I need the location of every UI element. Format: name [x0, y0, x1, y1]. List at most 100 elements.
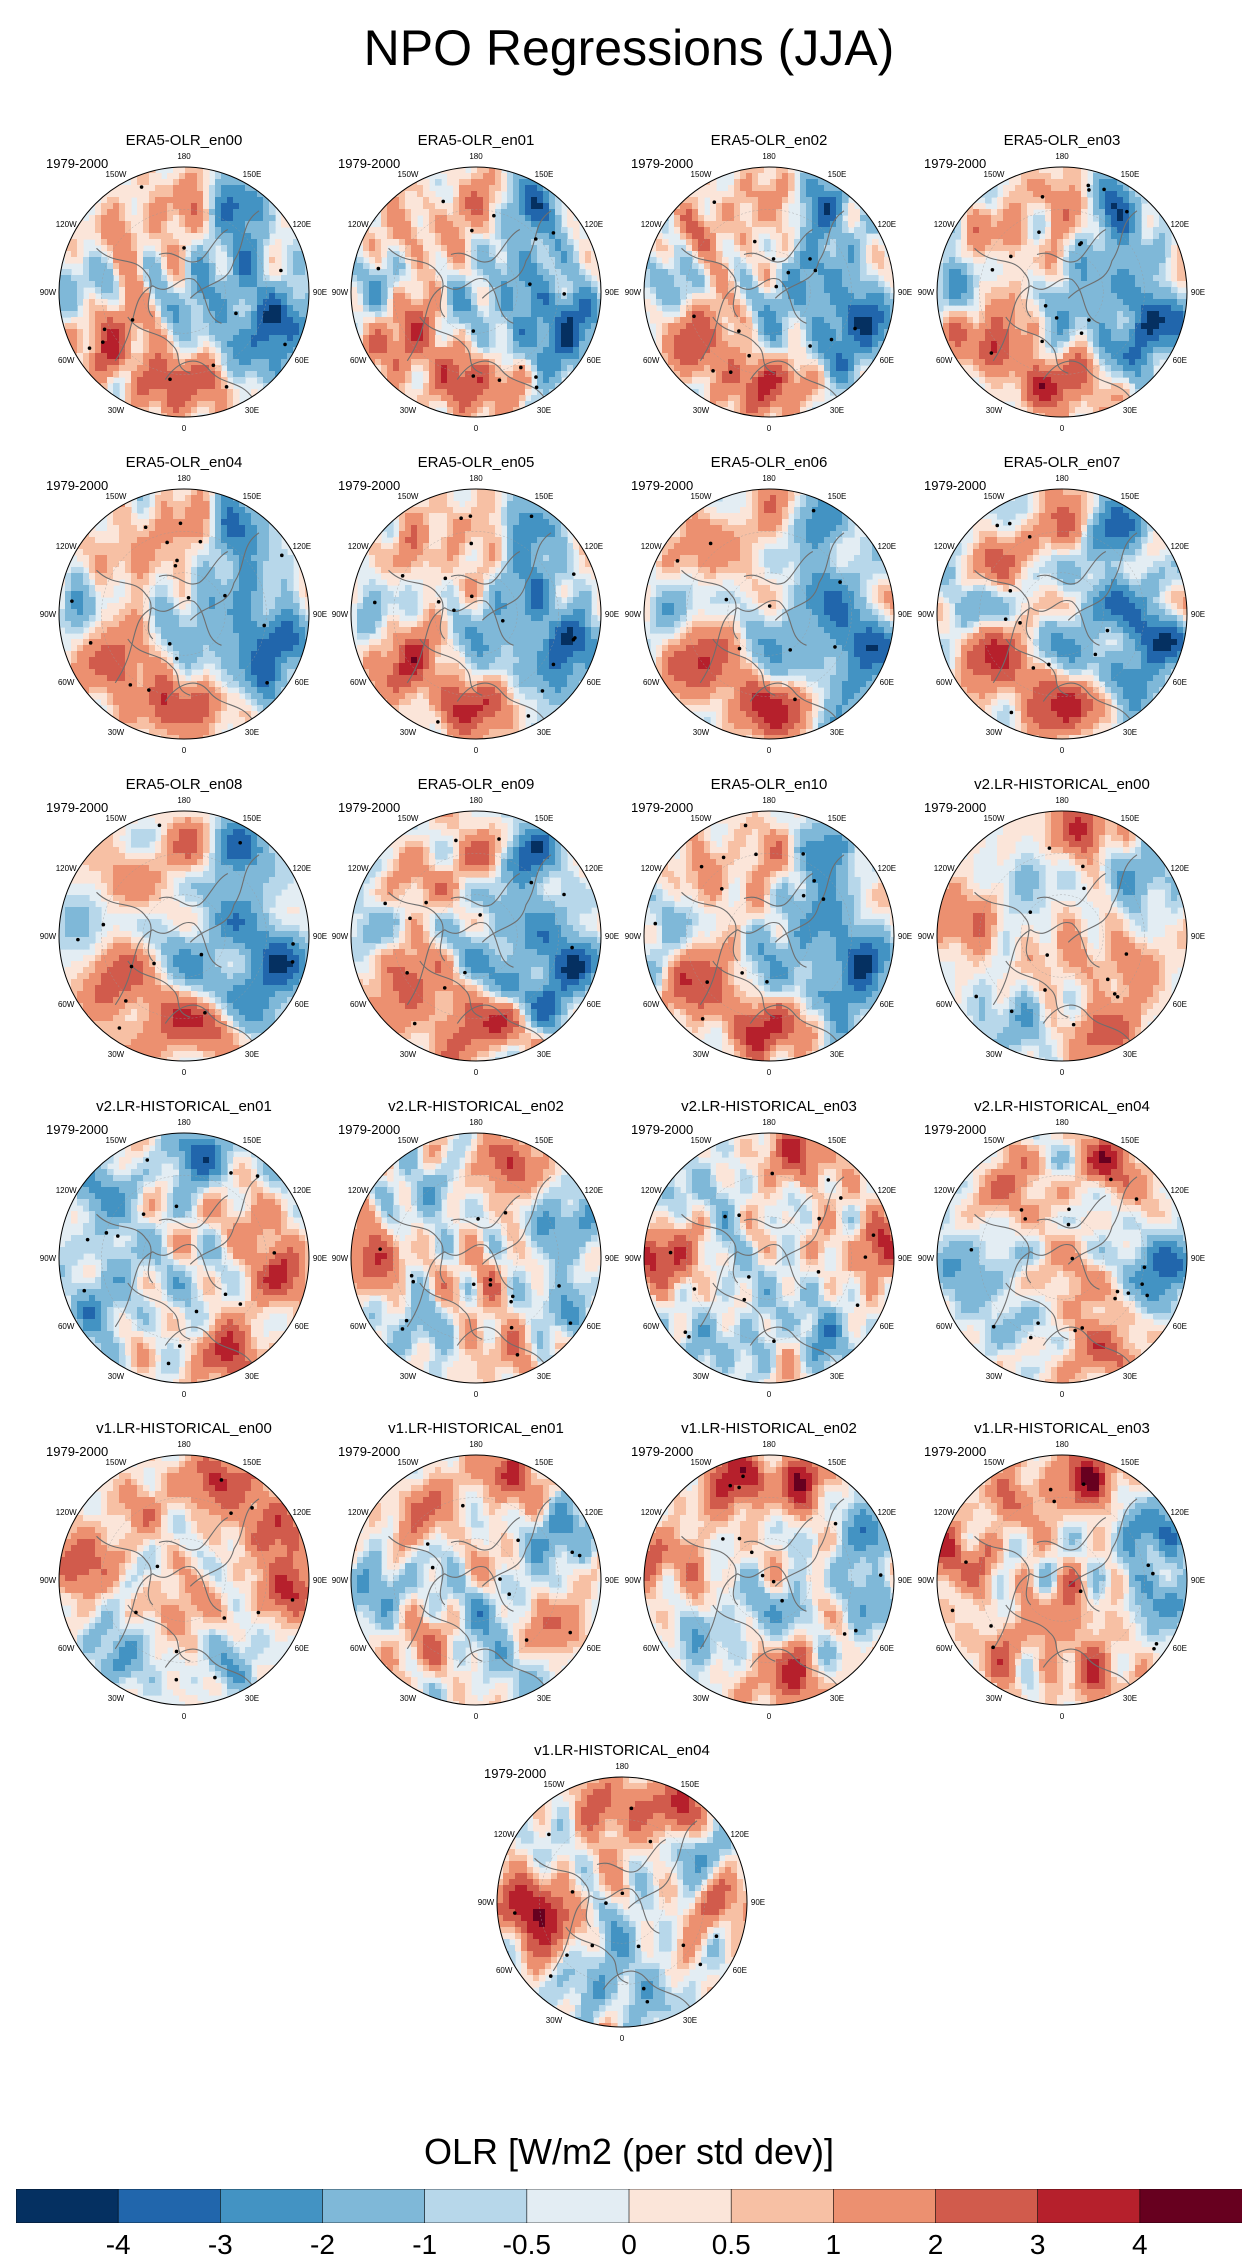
field-cell [269, 251, 276, 258]
field-cell [269, 263, 276, 270]
field-cell [680, 275, 687, 282]
field-cell [734, 191, 741, 198]
field-cell [507, 401, 514, 408]
field-cell [860, 227, 867, 234]
field-cell [221, 197, 228, 204]
field-cell [812, 203, 819, 210]
field-cell [405, 293, 412, 300]
field-cell [239, 269, 246, 276]
field-cell [251, 365, 258, 372]
field-cell [1033, 311, 1040, 318]
field-cell [215, 359, 222, 366]
field-cell [1063, 215, 1070, 222]
field-cell [818, 221, 825, 228]
field-cell [842, 281, 849, 288]
field-cell [417, 341, 424, 348]
field-cell [806, 233, 813, 240]
field-cell [537, 323, 544, 330]
field-cell [257, 341, 264, 348]
field-cell [752, 383, 759, 390]
field-cell [179, 275, 186, 282]
field-cell [710, 377, 717, 384]
significance-dot [562, 292, 567, 296]
field-cell [77, 233, 84, 240]
field-cell [884, 347, 891, 354]
field-cell [1015, 173, 1022, 180]
field-cell [221, 359, 228, 366]
field-cell [239, 215, 246, 222]
field-cell [453, 227, 460, 234]
field-cell [991, 317, 998, 324]
field-cell [531, 293, 538, 300]
field-cell [215, 287, 222, 294]
field-cell [1093, 215, 1100, 222]
field-cell [281, 347, 288, 354]
field-cell [161, 197, 168, 204]
field-cell [287, 275, 294, 282]
field-cell [239, 317, 246, 324]
field-cell [585, 293, 592, 300]
field-cell [537, 317, 544, 324]
field-cell [752, 173, 759, 180]
field-cell [101, 239, 108, 246]
field-cell [830, 209, 837, 216]
field-cell [435, 377, 442, 384]
field-cell [692, 377, 699, 384]
field-cell [275, 269, 282, 276]
field-cell [573, 293, 580, 300]
field-cell [782, 215, 789, 222]
field-cell [215, 215, 222, 222]
field-cell [848, 329, 855, 336]
field-cell [728, 377, 735, 384]
field-cell [203, 269, 210, 276]
field-cell [167, 395, 174, 402]
field-cell [381, 197, 388, 204]
field-cell [149, 329, 156, 336]
field-cell [423, 329, 430, 336]
field-cell [447, 227, 454, 234]
field-cell [101, 263, 108, 270]
field-cell [794, 383, 801, 390]
field-cell [1159, 203, 1166, 210]
field-cell [447, 257, 454, 264]
field-cell [137, 275, 144, 282]
field-cell [728, 407, 735, 414]
field-cell [674, 299, 681, 306]
field-cell [83, 305, 90, 312]
field-cell [806, 389, 813, 396]
field-cell [806, 185, 813, 192]
field-cell [233, 341, 240, 348]
field-cell [1159, 269, 1166, 276]
field-cell [872, 239, 879, 246]
field-cell [650, 275, 657, 282]
field-cell [185, 269, 192, 276]
field-cell [722, 197, 729, 204]
field-cell [113, 353, 120, 360]
field-cell [465, 317, 472, 324]
field-cell [89, 377, 96, 384]
field-cell [227, 359, 234, 366]
field-cell [399, 347, 406, 354]
field-cell [842, 347, 849, 354]
field-cell [191, 179, 198, 186]
field-cell [537, 233, 544, 240]
field-cell [991, 233, 998, 240]
field-cell [95, 281, 102, 288]
field-cell [1105, 233, 1112, 240]
field-cell [369, 353, 376, 360]
field-cell [393, 209, 400, 216]
field-cell [417, 305, 424, 312]
field-cell [770, 167, 777, 174]
field-cell [752, 401, 759, 408]
field-cell [83, 221, 90, 228]
field-cell [465, 185, 472, 192]
field-cell [997, 215, 1004, 222]
field-cell [955, 275, 962, 282]
field-cell [155, 311, 162, 318]
field-cell [95, 365, 102, 372]
field-cell [1057, 323, 1064, 330]
field-cell [866, 257, 873, 264]
field-cell [1093, 251, 1100, 258]
field-cell [776, 251, 783, 258]
field-cell [997, 221, 1004, 228]
